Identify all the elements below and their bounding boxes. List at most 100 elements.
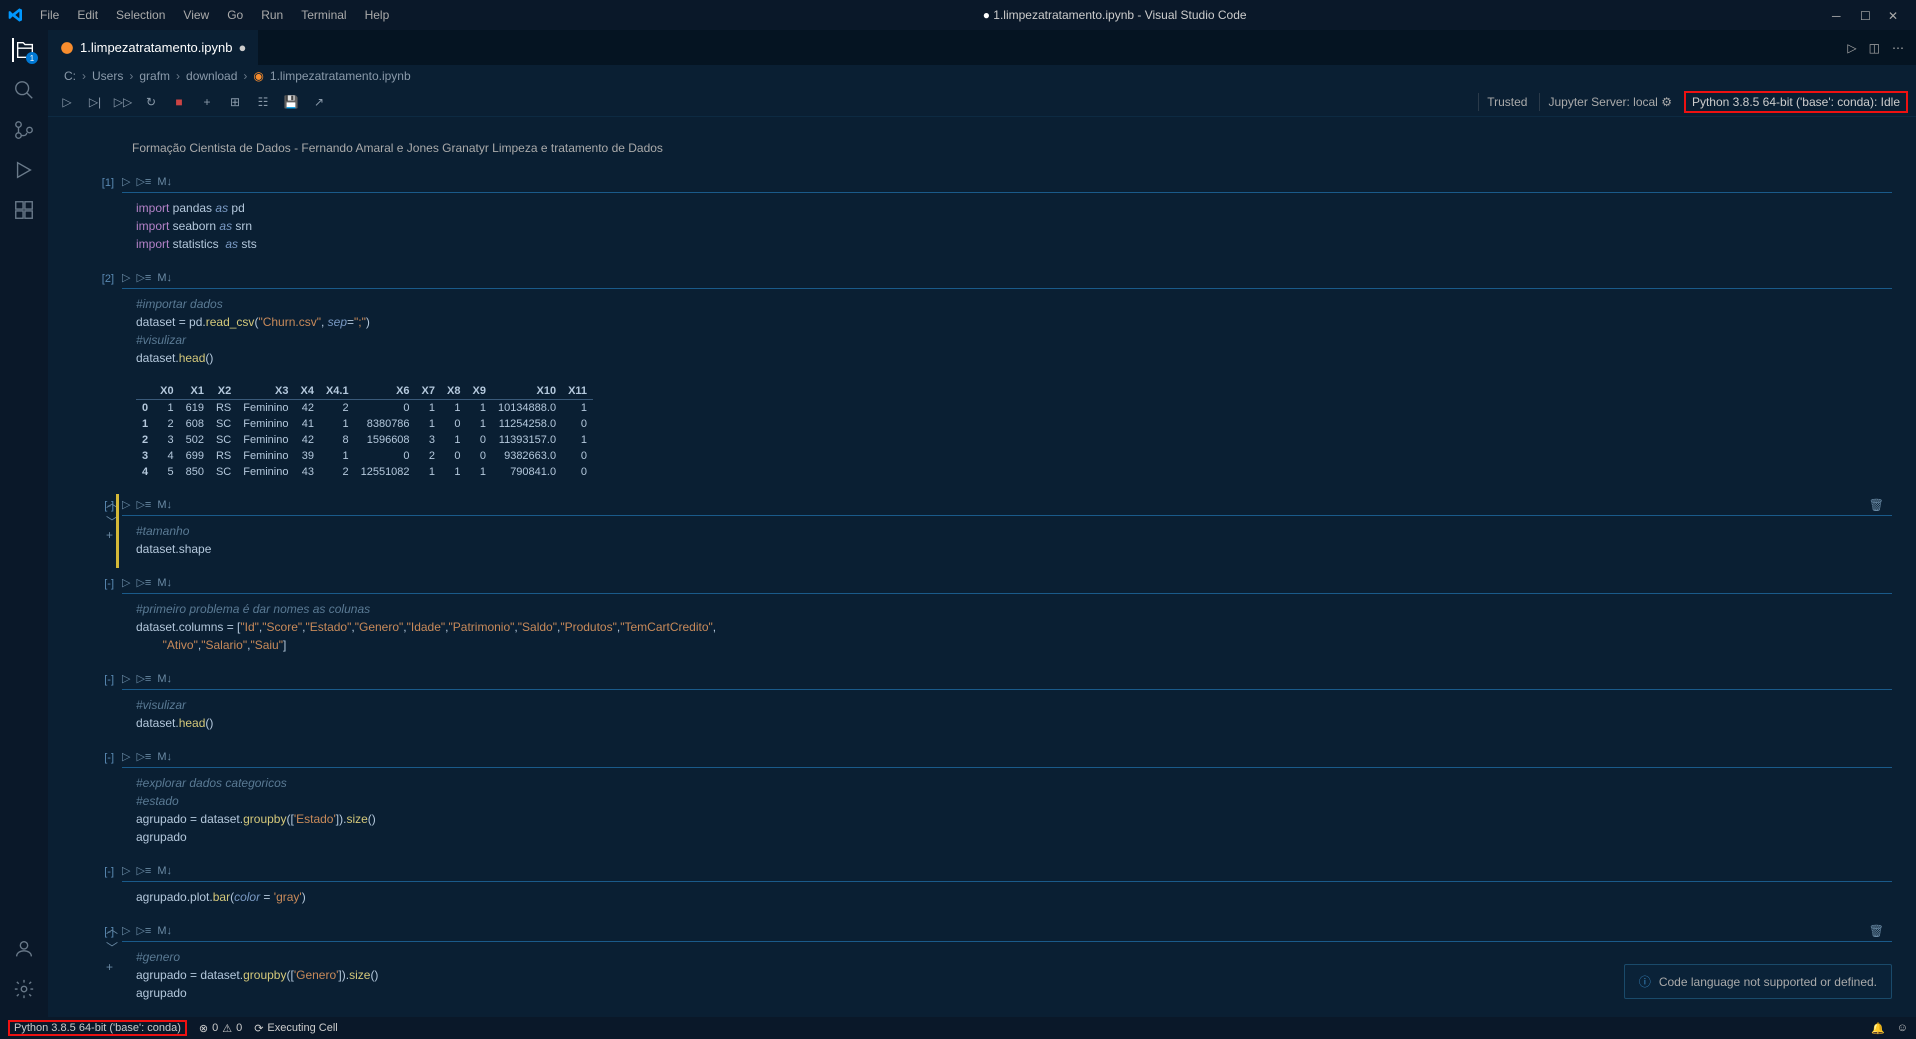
table-cell: 619: [180, 400, 210, 417]
markdown-toggle-icon[interactable]: M↓: [157, 577, 172, 589]
menu-file[interactable]: File: [32, 4, 67, 26]
run-by-line-icon[interactable]: ▷≡: [136, 750, 151, 763]
markdown-toggle-icon[interactable]: M↓: [157, 673, 172, 685]
menu-run[interactable]: Run: [253, 4, 291, 26]
interrupt-icon[interactable]: ■: [168, 91, 190, 113]
code-cell[interactable]: [-] ▷ ▷≡ M↓ #visulizar dataset.head(): [72, 668, 1892, 742]
run-cell-icon[interactable]: ▷: [122, 672, 130, 685]
cell-code[interactable]: #visulizar dataset.head(): [122, 689, 1892, 742]
cell-code[interactable]: #explorar dados categoricos #estado agru…: [122, 767, 1892, 856]
run-by-line-icon[interactable]: ▷≡: [136, 924, 151, 937]
breadcrumb-segment[interactable]: C:: [64, 69, 76, 83]
feedback-icon[interactable]: ☺: [1897, 1022, 1908, 1035]
notebook-body[interactable]: Formação Cientista de Dados - Fernando A…: [48, 117, 1916, 1017]
table-cell: 790841.0: [492, 464, 562, 480]
markdown-toggle-icon[interactable]: M↓: [157, 176, 172, 188]
maximize-button[interactable]: ☐: [1860, 9, 1872, 21]
breadcrumb-segment[interactable]: grafm: [139, 69, 170, 83]
cell-code[interactable]: agrupado.plot.bar(color = 'gray'): [122, 881, 1892, 916]
notification-toast[interactable]: ⓘ Code language not supported or defined…: [1624, 964, 1892, 999]
split-editor-icon[interactable]: ◫: [1869, 41, 1880, 55]
breadcrumb-segment[interactable]: download: [186, 69, 237, 83]
markdown-toggle-icon[interactable]: M↓: [157, 499, 172, 511]
run-all-icon[interactable]: ▷: [1847, 41, 1856, 55]
clear-outputs-icon[interactable]: ⊞: [224, 91, 246, 113]
settings-icon[interactable]: [12, 977, 36, 1001]
code-cell[interactable]: [2] ▷ ▷≡ M↓ #importar dados dataset = pd…: [72, 267, 1892, 490]
more-actions-icon[interactable]: ⋯: [1892, 41, 1904, 55]
notifications-icon[interactable]: 🔔: [1871, 1022, 1885, 1035]
code-cell-selected[interactable]: ︿ ﹀ + [-] ▷ ▷≡ M↓ #tamanho dataset.shape…: [72, 494, 1892, 568]
add-cell-below-icon[interactable]: +: [106, 528, 113, 542]
python-interpreter[interactable]: Python 3.8.5 64-bit ('base': conda): [8, 1020, 187, 1036]
run-by-line-icon[interactable]: ▷≡: [136, 864, 151, 877]
code-cell[interactable]: [-] ▷ ▷≡ M↓ agrupado.plot.bar(color = 'g…: [72, 860, 1892, 916]
run-cell-icon[interactable]: ▷: [122, 750, 130, 763]
breadcrumb-segment[interactable]: Users: [92, 69, 123, 83]
code-cell[interactable]: [-] ▷ ▷≡ M↓ #explorar dados categoricos …: [72, 746, 1892, 856]
search-icon[interactable]: [12, 78, 36, 102]
explorer-icon[interactable]: 1: [12, 38, 36, 62]
run-above-icon[interactable]: ▷▷: [112, 91, 134, 113]
delete-cell-icon[interactable]: 🗑: [1869, 498, 1884, 512]
kernel-selector[interactable]: Python 3.8.5 64-bit ('base': conda): Idl…: [1684, 91, 1908, 113]
menu-go[interactable]: Go: [219, 4, 251, 26]
run-by-line-icon[interactable]: ▷≡: [136, 175, 151, 188]
run-by-line-icon[interactable]: ▷≡: [136, 498, 151, 511]
add-cell-icon[interactable]: +: [196, 91, 218, 113]
breadcrumb[interactable]: C:› Users› grafm› download› ◉ 1.limpezat…: [48, 65, 1916, 87]
menu-terminal[interactable]: Terminal: [293, 4, 354, 26]
breadcrumb-segment[interactable]: 1.limpezatratamento.ipynb: [270, 69, 411, 83]
markdown-toggle-icon[interactable]: M↓: [157, 865, 172, 877]
run-debug-icon[interactable]: [12, 158, 36, 182]
trusted-status[interactable]: Trusted: [1478, 93, 1535, 111]
markdown-toggle-icon[interactable]: M↓: [157, 925, 172, 937]
move-down-icon[interactable]: ﹀: [106, 939, 118, 956]
run-cell-icon[interactable]: ▷: [122, 271, 130, 284]
markdown-toggle-icon[interactable]: M↓: [157, 751, 172, 763]
table-cell: 502: [180, 432, 210, 448]
menu-edit[interactable]: Edit: [69, 4, 106, 26]
accounts-icon[interactable]: [12, 937, 36, 961]
run-cell-icon[interactable]: ▷: [122, 576, 130, 589]
run-cell-icon[interactable]: ▷: [122, 924, 130, 937]
run-cell-icon[interactable]: ▷: [56, 91, 78, 113]
jupyter-server-status[interactable]: Jupyter Server: local ⚙: [1539, 93, 1679, 111]
run-below-icon[interactable]: ▷|: [84, 91, 106, 113]
run-cell-icon[interactable]: ▷: [122, 864, 130, 877]
cell-code[interactable]: import pandas as pd import seaborn as sr…: [122, 192, 1892, 263]
menu-selection[interactable]: Selection: [108, 4, 173, 26]
code-cell[interactable]: [1] ▷ ▷≡ M↓ import pandas as pd import s…: [72, 171, 1892, 263]
code-cell[interactable]: ︿ ﹀ + [-] ▷ ▷≡ M↓ #genero agrupado = dat…: [72, 920, 1892, 1012]
run-by-line-icon[interactable]: ▷≡: [136, 271, 151, 284]
table-cell: 1: [562, 432, 593, 448]
delete-cell-icon[interactable]: 🗑: [1869, 924, 1884, 938]
export-icon[interactable]: ↗: [308, 91, 330, 113]
cell-code[interactable]: #primeiro problema é dar nomes as coluna…: [122, 593, 1892, 664]
extensions-icon[interactable]: [12, 198, 36, 222]
run-cell-icon[interactable]: ▷: [122, 498, 130, 511]
editor-tab[interactable]: 1.limpezatratamento.ipynb ●: [48, 30, 258, 65]
markdown-cell[interactable]: Formação Cientista de Dados - Fernando A…: [72, 133, 1892, 163]
save-icon[interactable]: 💾: [280, 91, 302, 113]
variables-icon[interactable]: ☷: [252, 91, 274, 113]
table-cell: 2: [320, 400, 355, 417]
executing-status[interactable]: ⟳ Executing Cell: [254, 1022, 338, 1035]
add-cell-below-icon[interactable]: +: [106, 960, 113, 974]
run-by-line-icon[interactable]: ▷≡: [136, 672, 151, 685]
restart-icon[interactable]: ↻: [140, 91, 162, 113]
markdown-toggle-icon[interactable]: M↓: [157, 272, 172, 284]
source-control-icon[interactable]: [12, 118, 36, 142]
problems-status[interactable]: ⊗ 0 ⚠ 0: [199, 1022, 242, 1035]
cell-code[interactable]: #importar dados dataset = pd.read_csv("C…: [122, 288, 1892, 377]
cell-code[interactable]: #tamanho dataset.shape: [122, 515, 1892, 568]
minimize-button[interactable]: ─: [1832, 9, 1844, 21]
move-up-icon[interactable]: ︿: [106, 920, 118, 937]
close-button[interactable]: ✕: [1888, 9, 1900, 21]
run-cell-icon[interactable]: ▷: [122, 175, 130, 188]
menu-view[interactable]: View: [175, 4, 217, 26]
code-cell[interactable]: [-] ▷ ▷≡ M↓ #primeiro problema é dar nom…: [72, 572, 1892, 664]
table-cell: 850: [180, 464, 210, 480]
menu-help[interactable]: Help: [357, 4, 398, 26]
run-by-line-icon[interactable]: ▷≡: [136, 576, 151, 589]
